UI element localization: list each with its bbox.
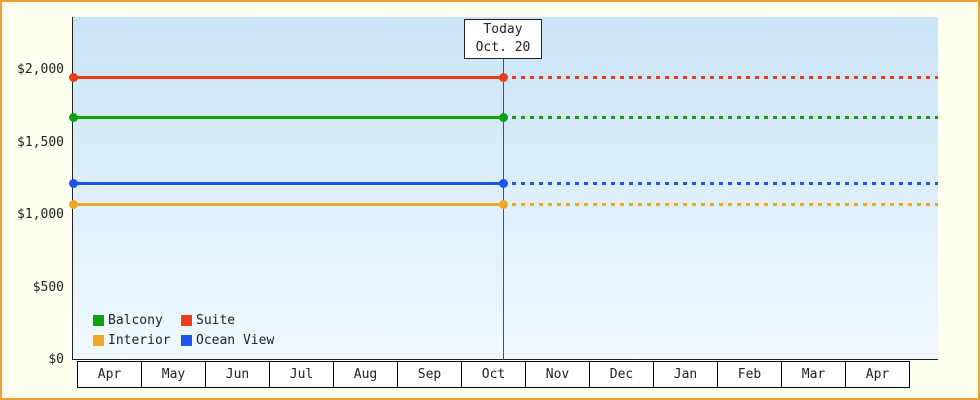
interior-solid-segment [73,202,503,206]
legend-label: Ocean View [196,333,275,348]
ocean-view-start-dot [68,178,78,188]
interior-start-dot [68,199,78,209]
legend-item-balcony: Balcony [93,313,181,328]
x-axis-month: Mar [781,361,846,388]
x-axis-month: Feb [717,361,782,388]
suite-dotted-segment [503,75,938,79]
y-axis-label: $1,500 [17,134,64,150]
legend-item-ocean-view: Ocean View [181,333,274,348]
x-axis-month: Dec [589,361,654,388]
today-marker-line1: Today [483,22,523,37]
y-axis-label: $2,000 [17,62,64,77]
x-axis-month: Nov [525,361,590,388]
x-axis: Apr May Jun Jul Aug Sep Oct Nov Dec Jan … [77,361,910,388]
x-axis-month: Jul [269,361,334,388]
x-axis-month: Apr [845,361,910,388]
x-axis-month: Oct [461,361,526,388]
today-line [502,59,504,360]
x-axis-month: Jun [205,361,270,388]
x-axis-month: Sep [397,361,462,388]
today-marker-line2: Oct. 20 [475,40,531,55]
x-axis-month: May [141,361,206,388]
ocean-view-today-dot [498,178,508,188]
y-axis-label: $1,000 [17,207,64,222]
legend-label: Suite [196,313,236,328]
y-axis-label: $0 [48,352,64,367]
interior-today-dot [498,199,508,209]
interior-swatch-icon [93,335,104,346]
today-marker-label: Today Oct. 20 [464,19,542,59]
ocean-view-dotted-segment [503,181,938,185]
suite-swatch-icon [181,315,192,326]
interior-dotted-segment [503,202,938,206]
legend-item-interior: Interior [93,333,181,348]
y-axis-label: $500 [32,279,64,295]
legend: Balcony Suite Interior Ocean View [93,313,274,348]
suite-start-dot [68,72,78,82]
legend-item-suite: Suite [181,313,274,328]
x-axis-month: Apr [77,361,142,388]
x-axis-month: Jan [653,361,718,388]
suite-solid-segment [73,75,503,79]
balcony-start-dot [68,113,78,123]
balcony-swatch-icon [93,315,104,326]
balcony-today-dot [498,113,508,123]
x-axis-month: Aug [333,361,398,388]
ocean-view-swatch-icon [181,335,192,346]
plot-area: Today Oct. 20 Balcony Suite Interior Oce… [68,17,938,360]
balcony-solid-segment [73,116,503,120]
ocean-view-solid-segment [73,181,503,185]
legend-label: Interior [108,333,171,348]
balcony-dotted-segment [503,116,938,120]
legend-label: Balcony [108,313,163,328]
suite-today-dot [498,72,508,82]
